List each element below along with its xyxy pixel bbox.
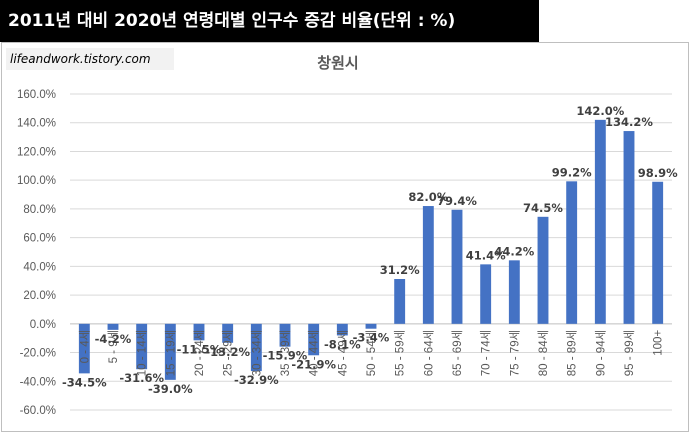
chart-frame [1, 42, 689, 432]
data-label: 82.0% [408, 190, 448, 204]
data-label: -34.5% [62, 375, 107, 389]
y-tick-label: -40.0% [20, 376, 56, 388]
bar [193, 323, 205, 341]
bar [451, 209, 463, 324]
data-label: -8.1% [324, 337, 361, 351]
y-tick-label: 80.0% [23, 204, 56, 216]
y-tick-label: 40.0% [23, 261, 56, 273]
x-tick-label: 5 - 9세 [107, 330, 120, 364]
data-label: 99.2% [552, 165, 592, 179]
data-label: 79.4% [437, 194, 477, 208]
x-tick-label: 0 - 4세 [78, 330, 91, 364]
y-tick-label: 120.0% [17, 146, 56, 158]
y-tick-label: 60.0% [23, 233, 56, 245]
data-label: -13.2% [205, 345, 250, 359]
data-label: -15.9% [263, 349, 308, 363]
bar [508, 260, 520, 324]
x-tick-label: 85 - 89세 [566, 330, 579, 376]
bar [164, 323, 176, 380]
data-label: 74.5% [523, 201, 563, 215]
bar [250, 323, 262, 372]
x-tick-label: 20 - 24세 [193, 330, 206, 376]
bar [308, 323, 320, 356]
x-tick-label: 90 - 94세 [594, 330, 607, 376]
y-tick-label: -60.0% [20, 405, 56, 417]
x-tick-label: 30 - 34세 [250, 330, 263, 376]
x-tick-label: 15 - 19세 [164, 330, 177, 376]
bar [594, 119, 606, 324]
data-label: -32.9% [234, 373, 279, 387]
x-tick-label: 75 - 79세 [508, 330, 521, 376]
bar [279, 323, 291, 347]
data-label: -21.9% [291, 357, 336, 371]
y-tick-label: 140.0% [17, 118, 56, 130]
bar [537, 216, 549, 324]
data-label: 31.2% [380, 263, 420, 277]
x-tick-label: 65 - 69세 [451, 330, 464, 376]
data-label: -39.0% [148, 382, 193, 396]
data-label: 41.4% [466, 248, 506, 262]
banner-title: 2011년 대비 2020년 연령대별 인구수 증감 비율(단위 : %) [0, 0, 539, 42]
data-label: -4.2% [95, 332, 132, 346]
y-axis-ticks: 160.0% 140.0% 120.0% 100.0% 80.0% 60.0% 40.0% 2… [17, 89, 56, 417]
x-tick-label: 100+ [653, 330, 665, 356]
bar [107, 323, 119, 330]
y-tick-label: 100.0% [17, 175, 56, 187]
data-label: -3.4% [353, 331, 390, 345]
x-tick-label: 35 - 39세 [279, 330, 292, 376]
bar [652, 181, 664, 324]
x-tick-label: 40 - 44세 [308, 330, 321, 376]
x-tick-label: 80 - 84세 [537, 330, 550, 376]
x-tick-label: 50 - 54세 [365, 330, 378, 376]
data-label: 98.9% [638, 166, 678, 180]
x-tick-label: 95 - 99세 [623, 330, 636, 376]
y-tick-label: 20.0% [23, 290, 56, 302]
bar [422, 206, 434, 324]
x-tick-label: 70 - 74세 [480, 330, 493, 376]
x-tick-label: 10 - 14세 [136, 330, 149, 376]
bar [136, 323, 148, 370]
bar [623, 131, 635, 324]
bars [78, 119, 664, 380]
x-tick-label: 45 - 49세 [336, 330, 349, 376]
data-label: 44.2% [494, 244, 534, 258]
bar [365, 323, 377, 329]
x-tick-label: 25 - 29세 [222, 330, 235, 376]
data-label: -31.6% [119, 371, 164, 385]
y-tick-label: 160.0% [17, 89, 56, 101]
bar [394, 279, 406, 324]
y-tick-label: -20.0% [20, 348, 56, 360]
bar [566, 181, 578, 324]
data-labels: -34.5% -4.2% -31.6%-39.0% -11.5%-13.2% -32.9… [62, 104, 678, 396]
x-tick-label: 60 - 64세 [422, 330, 435, 376]
bar [336, 323, 348, 336]
bar [222, 323, 234, 343]
y-tick-label: 0.0% [30, 319, 56, 331]
bar [78, 323, 90, 374]
bar [480, 264, 492, 324]
watermark: lifeandwork.tistory.com [6, 48, 174, 70]
data-label: 134.2% [605, 115, 653, 129]
x-tick-label: 55 - 59세 [394, 330, 407, 376]
chart-title: 창원시 [317, 54, 358, 72]
data-label: -11.5% [177, 342, 222, 356]
x-axis-ticks: 0 - 4세 5 - 9세 10 - 14세 15 - 19세 20 - 24세 25 -… [78, 330, 664, 377]
data-label: 142.0% [576, 104, 624, 118]
